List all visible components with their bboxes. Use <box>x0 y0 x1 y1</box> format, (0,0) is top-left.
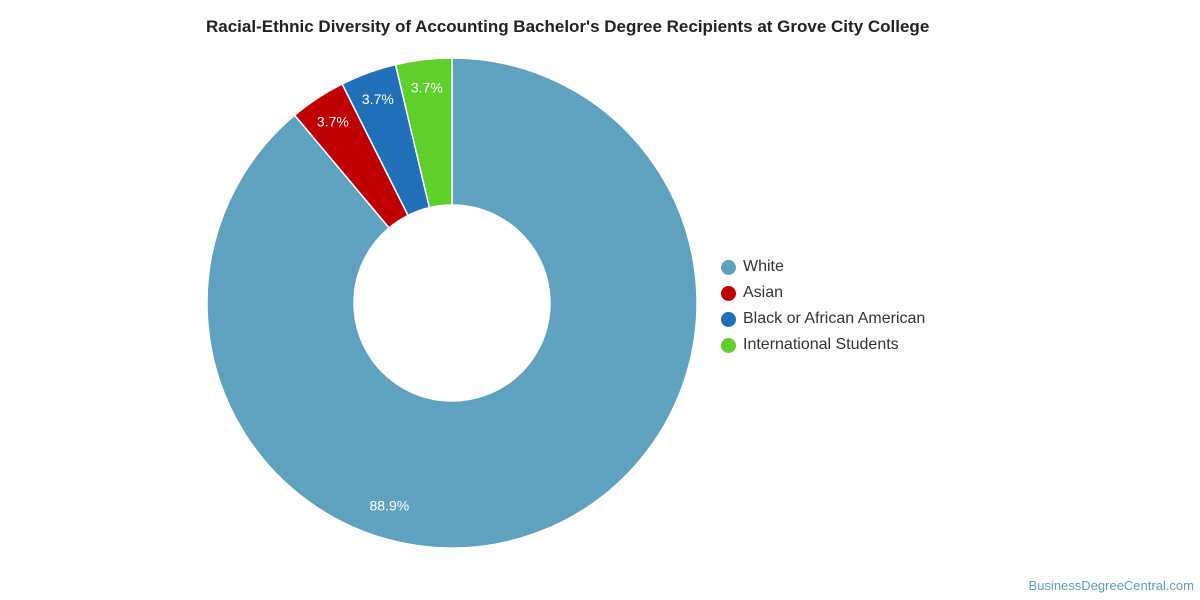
legend-label: Black or African American <box>743 310 926 327</box>
legend-swatch <box>721 285 736 301</box>
chart-legend: White Asian Black or African American In… <box>721 254 925 358</box>
legend-item-international-students[interactable]: International Students <box>721 332 925 358</box>
legend-label: International Students <box>743 336 899 353</box>
legend-item-white[interactable]: White <box>721 254 925 280</box>
legend-label: Asian <box>743 284 784 301</box>
pie-slice-international-students[interactable] <box>394 57 453 209</box>
data-label-international-students: 3.7% <box>411 79 443 95</box>
legend-swatch <box>721 259 736 275</box>
data-label-white: 88.9% <box>369 498 409 514</box>
chart-title: Racial-Ethnic Diversity of Accounting Ba… <box>206 17 930 36</box>
legend-swatch <box>721 337 736 353</box>
legend-label: White <box>743 258 784 275</box>
data-label-asian: 3.7% <box>317 114 349 130</box>
legend-swatch <box>721 311 736 327</box>
data-label-black-or-african-american: 3.7% <box>362 91 394 107</box>
watermark-link[interactable]: BusinessDegreeCentral.com <box>1028 578 1194 593</box>
legend-item-asian[interactable]: Asian <box>721 280 925 306</box>
pie-slice-white[interactable] <box>206 57 698 549</box>
legend-item-black-or-african-american[interactable]: Black or African American <box>721 306 925 332</box>
